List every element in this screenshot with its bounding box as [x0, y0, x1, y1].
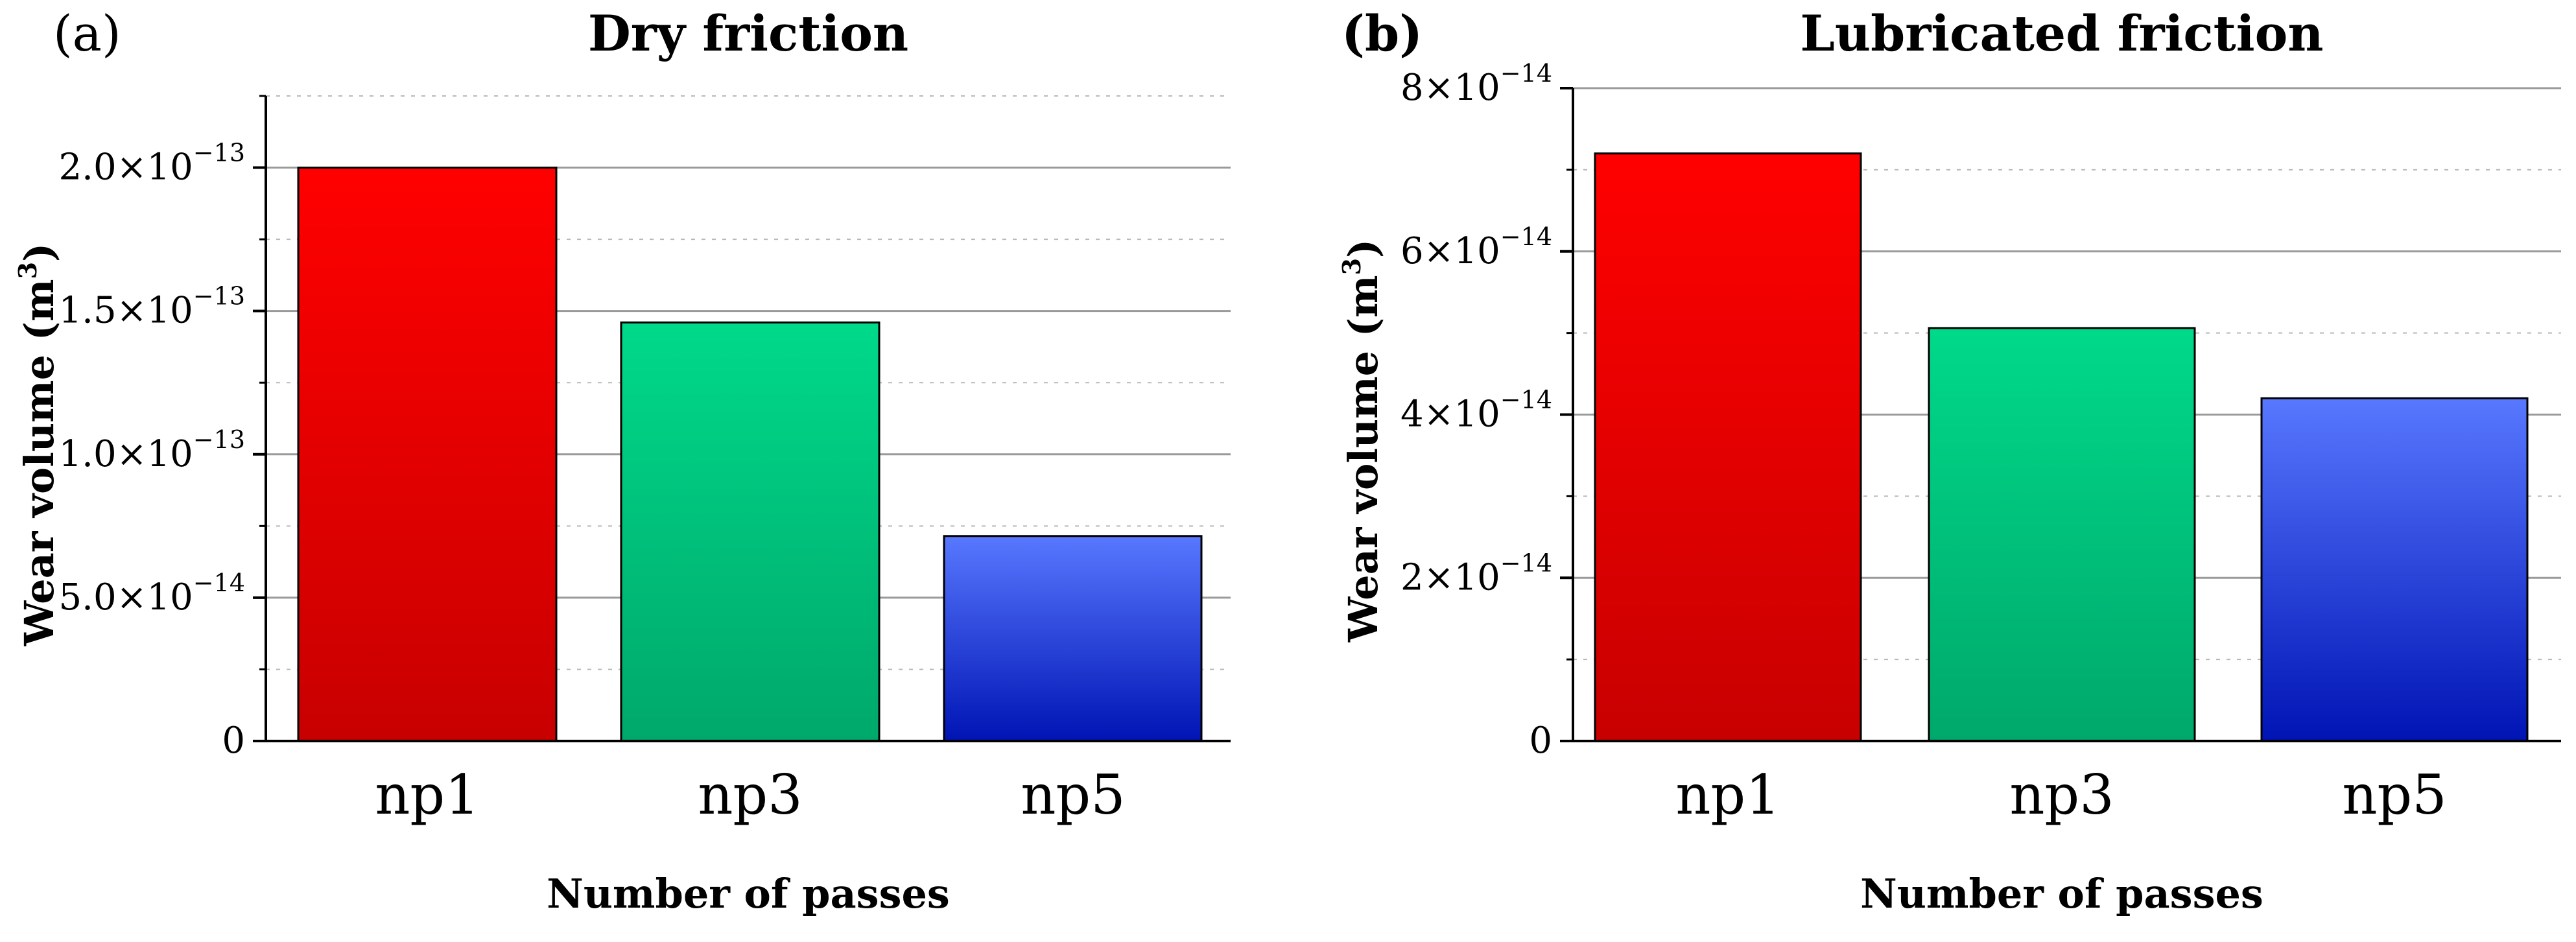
y-tick-label: 2×10−14 — [1400, 548, 1552, 598]
y-axis-label: Wear volume (m3) — [13, 243, 63, 647]
bar-np5 — [2260, 397, 2529, 742]
x-tick-label-np5: np5 — [1021, 763, 1125, 827]
x-axis-label: Number of passes — [1860, 870, 2263, 917]
y-tick-label: 0 — [1529, 720, 1552, 762]
chart-title: Dry friction — [588, 5, 908, 62]
bar-np3 — [1928, 327, 2196, 742]
y-tick-label: 6×10−14 — [1400, 222, 1552, 272]
panel-label: (a) — [53, 5, 121, 62]
y-tick-label: 1.5×10−13 — [59, 282, 245, 332]
x-tick-label-np1: np1 — [1675, 763, 1780, 827]
y-axis-label: Wear volume (m3) — [1337, 239, 1387, 643]
y-tick-label: 2.0×10−13 — [59, 139, 245, 189]
x-axis-label: Number of passes — [547, 870, 950, 917]
y-tick-label: 0 — [222, 720, 245, 762]
chart-title: Lubricated friction — [1800, 5, 2323, 62]
y-tick-label: 8×10−14 — [1400, 59, 1552, 109]
y-tick-label: 5.0×10−14 — [59, 569, 245, 618]
bar-np1 — [297, 167, 558, 742]
bar-np1 — [1594, 152, 1862, 742]
x-tick-label-np1: np1 — [375, 763, 479, 827]
bar-np5 — [943, 535, 1203, 742]
y-tick-label: 4×10−14 — [1400, 386, 1552, 436]
x-tick-label-np3: np3 — [698, 763, 802, 827]
x-tick-label-np3: np3 — [2009, 763, 2114, 827]
chart-panel-b: 0 2×10−14 4×10−14 6×10−14 8×10−14 np1 np3 np5 Lu… — [1337, 5, 2561, 917]
panel-label: (b) — [1341, 5, 1423, 62]
x-tick-label-np5: np5 — [2342, 763, 2446, 827]
bar-np3 — [620, 321, 880, 742]
y-tick-label: 1.0×10−13 — [59, 425, 245, 475]
chart-panel-a: 0 5.0×10−14 1.0×10−13 1.5×10−13 2.0×10−13 np1… — [13, 5, 1231, 917]
